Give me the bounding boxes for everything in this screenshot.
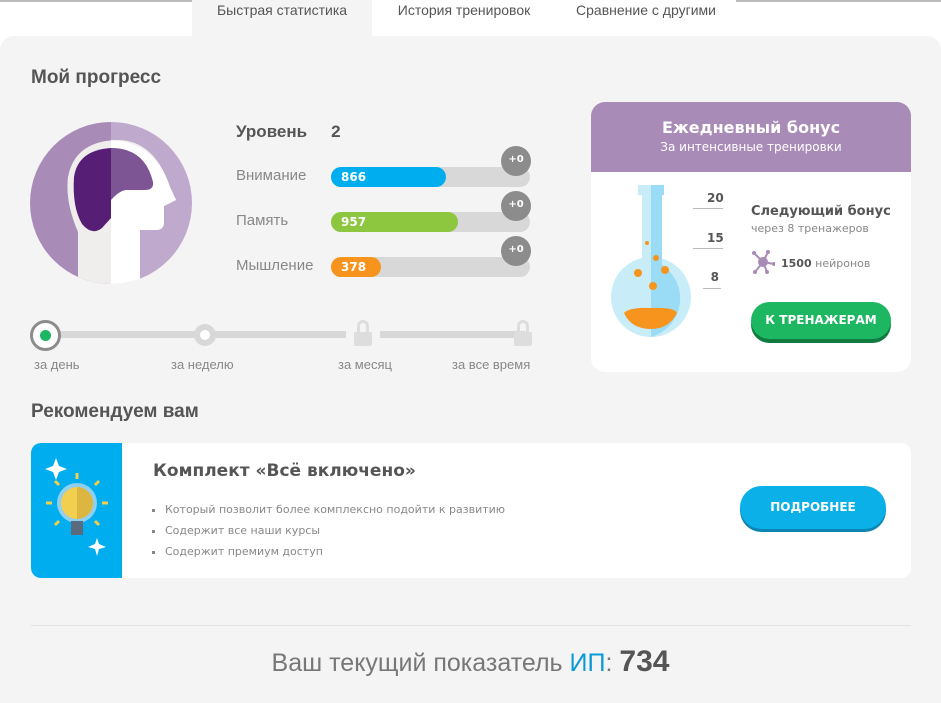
stat-bar-fill: 378: [331, 257, 381, 277]
stat-bar: 866: [331, 167, 530, 187]
flask-icon: [611, 185, 691, 337]
neurons-label: нейронов: [815, 257, 871, 270]
tab-quick-stats[interactable]: Быстрая статистика: [192, 0, 372, 40]
stat-delta-badge: +0: [501, 236, 531, 266]
stat-bar-fill: 866: [331, 167, 447, 187]
recommend-title: Рекомендуем вам: [31, 401, 199, 422]
bonus-title: Ежедневный бонус: [661, 118, 841, 137]
neuron-icon: [752, 250, 775, 274]
feature-item: Содержит все наши курсы: [165, 520, 505, 541]
period-month-label: за месяц: [338, 357, 392, 372]
scale-label: 8: [710, 270, 719, 284]
head-brain-icon: [30, 122, 192, 284]
period-week-node[interactable]: [194, 324, 216, 346]
divider: [31, 625, 911, 626]
feature-item: Который позволит более комплексно подойт…: [165, 499, 505, 520]
stat-bar: 957: [331, 212, 530, 232]
stat-label: Внимание: [236, 167, 307, 184]
stat-label: Память: [236, 212, 289, 229]
scale-label: 15: [707, 231, 724, 245]
level-label: Уровень: [236, 122, 308, 141]
lightbulb-icon: [45, 458, 108, 556]
period-week-label[interactable]: за неделю: [171, 357, 234, 372]
iq-abbr: ИП: [569, 649, 606, 677]
level-value: 2: [331, 122, 341, 141]
iq-score: Ваш текущий показатель ИП: 734: [0, 645, 941, 679]
period-track: [45, 331, 525, 338]
stat-bar: 378: [331, 257, 530, 277]
neurons-value: 1500: [781, 257, 812, 270]
feature-item: Содержит премиум доступ: [165, 541, 505, 562]
bundle-title: Комплект «Всё включено»: [153, 461, 416, 481]
scale-tick: [703, 288, 721, 289]
next-bonus-title: Следующий бонус: [751, 204, 891, 219]
iq-colon: :: [605, 649, 620, 677]
period-all-label: за все время: [452, 357, 531, 372]
stat-delta-badge: +0: [501, 146, 531, 176]
next-bonus-sub: через 8 тренажеров: [751, 222, 869, 235]
lock-icon: [514, 320, 532, 346]
scale-tick: [693, 248, 723, 249]
bundle-features: Который позволит более комплексно подойт…: [165, 499, 505, 562]
iq-prefix: Ваш текущий показатель: [271, 649, 570, 677]
stat-delta-badge: +0: [501, 191, 531, 221]
recommend-card: Комплект «Всё включено» Который позволит…: [31, 443, 911, 578]
lightbulb-panel: [31, 443, 122, 578]
period-day-label[interactable]: за день: [34, 357, 80, 372]
scale-tick: [693, 208, 723, 209]
stat-bar-fill: 957: [331, 212, 459, 232]
daily-bonus-card: Ежедневный бонус За интенсивные трениров…: [591, 102, 911, 372]
tab-label: Сравнение с другими: [576, 2, 716, 18]
stat-label: Мышление: [236, 257, 314, 274]
more-button[interactable]: ПОДРОБНЕЕ: [740, 486, 886, 529]
scale-label: 20: [707, 191, 724, 205]
level: Уровень 2: [236, 122, 341, 142]
tab-label: Быстрая статистика: [216, 2, 348, 18]
tab-history[interactable]: История тренировок: [372, 0, 556, 36]
to-trainers-button[interactable]: К ТРЕНАЖЕРАМ: [751, 302, 891, 339]
tab-label: История тренировок: [397, 2, 531, 18]
period-day-node[interactable]: [30, 320, 61, 351]
neurons-reward: 1500 нейронов: [781, 257, 870, 270]
iq-value: 734: [619, 645, 670, 678]
bonus-subtitle: За интенсивные тренировки: [660, 140, 842, 154]
lock-icon: [354, 320, 372, 346]
bonus-header: Ежедневный бонус За интенсивные трениров…: [591, 102, 911, 172]
tab-compare[interactable]: Сравнение с другими: [556, 0, 736, 36]
progress-title: Мой прогресс: [31, 67, 162, 88]
